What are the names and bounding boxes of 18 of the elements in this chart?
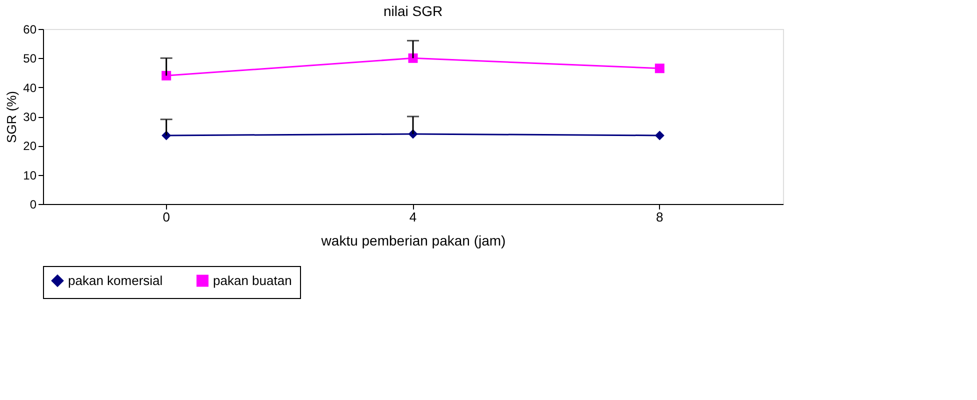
y-tick-label: 10 <box>23 168 37 182</box>
y-tick-label: 60 <box>23 22 37 36</box>
x-tick-label: 4 <box>409 210 417 224</box>
y-tick-label: 50 <box>23 52 37 66</box>
legend-label: pakan buatan <box>213 272 292 288</box>
y-tick-label: 30 <box>23 110 37 124</box>
x-tick-label: 8 <box>656 210 664 224</box>
x-tick-label: 0 <box>162 210 170 224</box>
point <box>654 130 664 140</box>
x-axis-title: waktu pemberian pakan (jam) <box>320 232 506 248</box>
y-tick-label: 20 <box>23 139 37 154</box>
y-tick-label: 0 <box>30 198 37 212</box>
chart-title: nilai SGR <box>383 3 443 19</box>
legend-label: pakan komersial <box>68 272 163 288</box>
point <box>654 64 664 74</box>
y-tick-label: 40 <box>23 80 37 95</box>
y-axis-title: SGR (%) <box>4 91 20 143</box>
point <box>162 70 172 80</box>
